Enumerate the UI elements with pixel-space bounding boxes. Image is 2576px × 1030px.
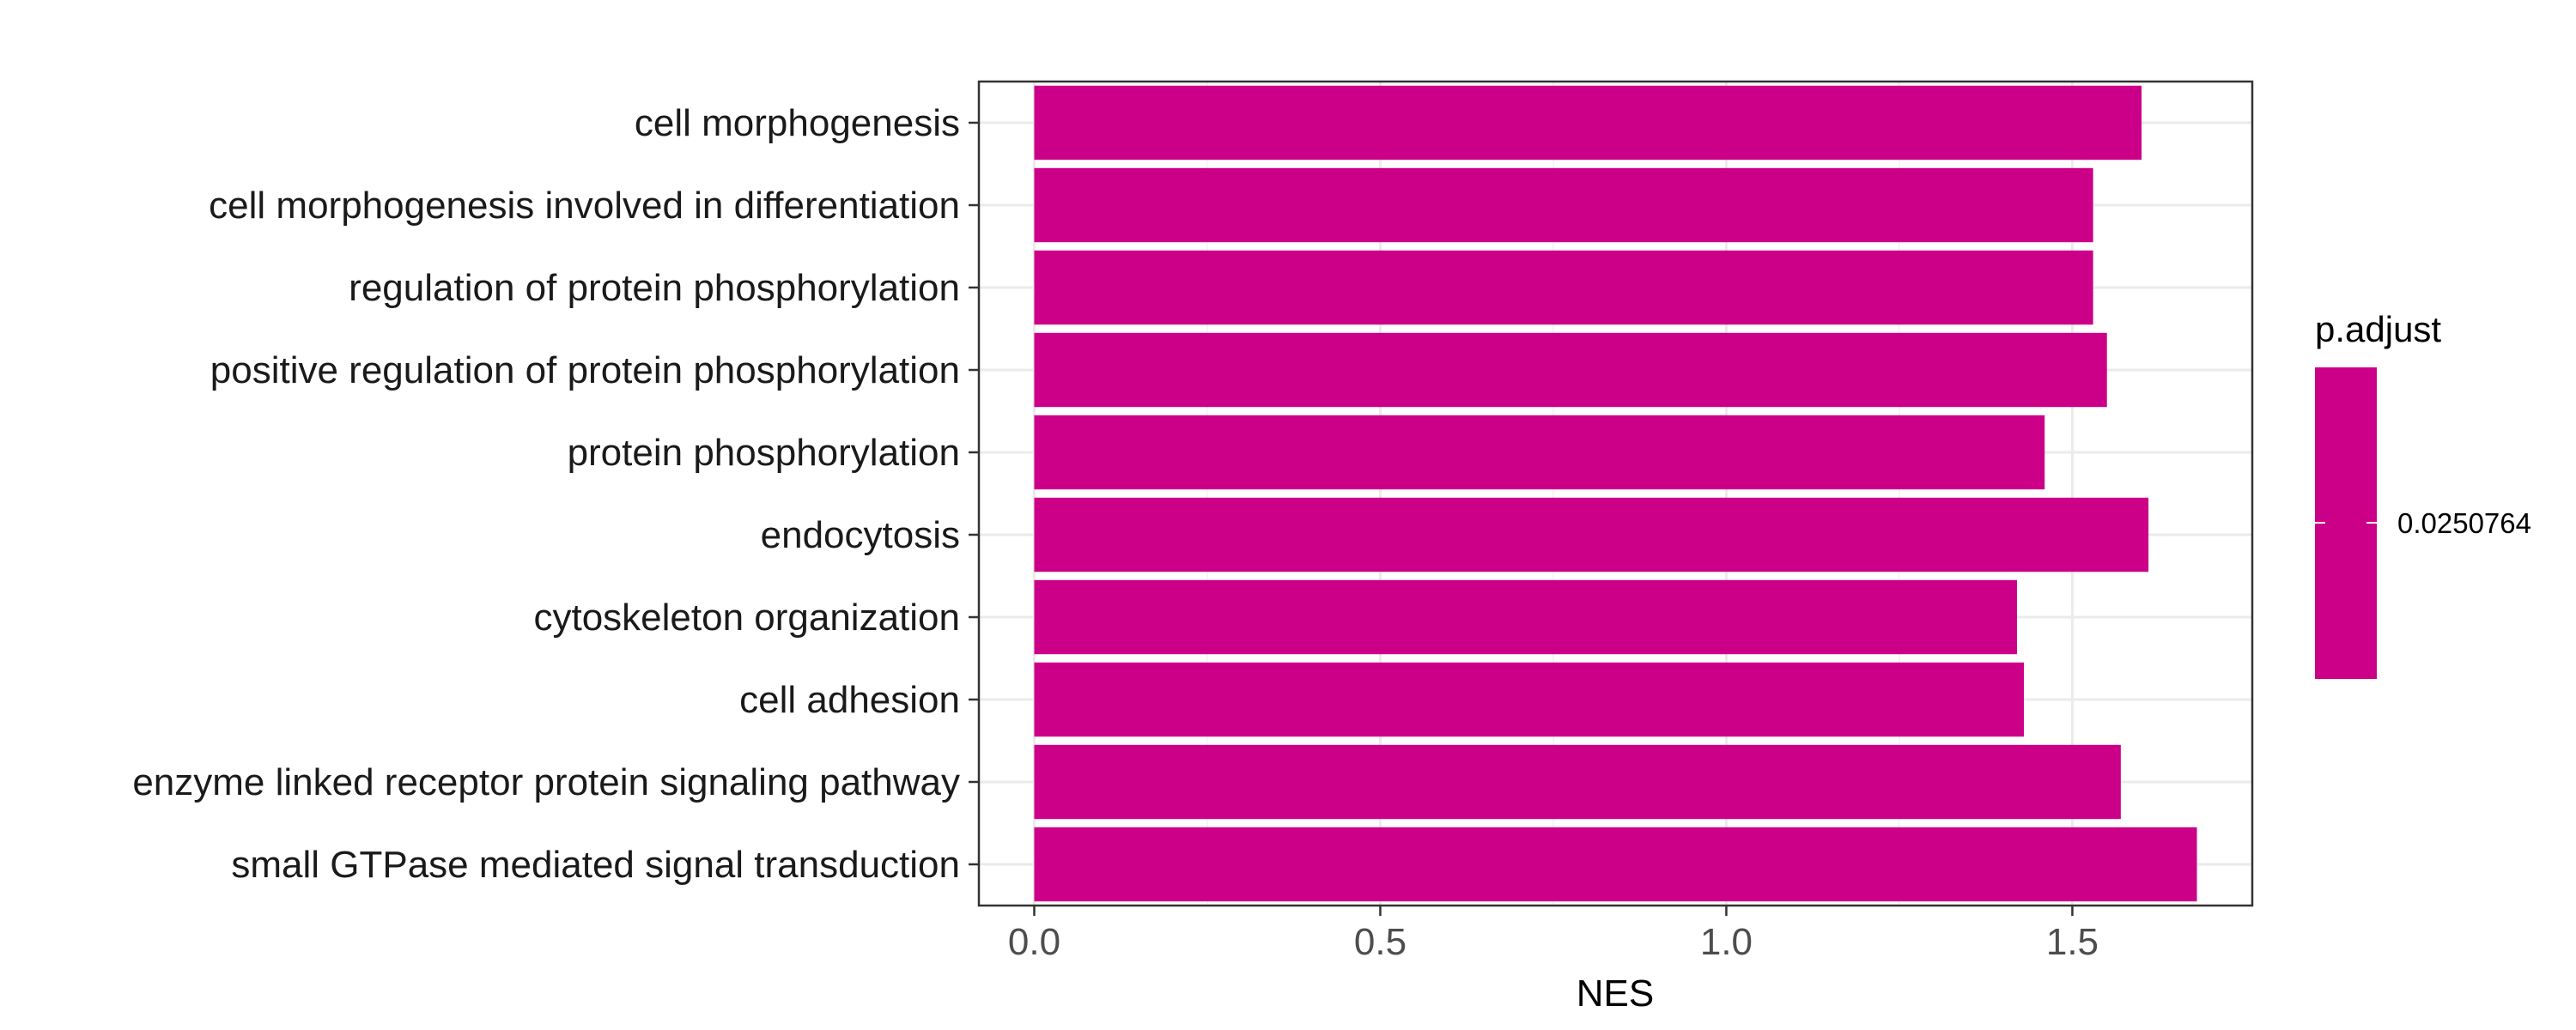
y-axis: cell morphogenesis cell morphogenesis inv… bbox=[132, 102, 979, 886]
bar bbox=[1034, 167, 2093, 243]
y-tick-label: protein phosphorylation bbox=[568, 432, 960, 474]
bar bbox=[1034, 662, 2025, 737]
y-tick-label: positive regulation of protein phosphory… bbox=[210, 349, 960, 391]
x-tick-label: 1.5 bbox=[2046, 921, 2099, 963]
bars bbox=[1034, 85, 2197, 902]
legend: p.adjust 0.0250764 bbox=[2315, 309, 2531, 679]
bar bbox=[1034, 827, 2197, 902]
bar bbox=[1034, 250, 2093, 325]
x-tick-label: 1.0 bbox=[1700, 921, 1753, 963]
y-tick-label: enzyme linked receptor protein signaling… bbox=[132, 761, 960, 803]
bar bbox=[1034, 332, 2107, 408]
x-tick-label: 0.0 bbox=[1008, 921, 1060, 963]
y-tick-label: cell morphogenesis involved in different… bbox=[209, 185, 960, 227]
bar bbox=[1034, 744, 2121, 820]
y-tick-label: endocytosis bbox=[761, 514, 960, 556]
legend-label: 0.0250764 bbox=[2397, 507, 2531, 539]
x-axis-title: NES bbox=[1577, 972, 1654, 1015]
y-tick-label: cytoskeleton organization bbox=[533, 597, 960, 639]
panel-border bbox=[977, 80, 2254, 907]
bar bbox=[1034, 85, 2142, 161]
y-tick-label: cell morphogenesis bbox=[635, 102, 960, 144]
y-tick-label: cell adhesion bbox=[739, 679, 960, 721]
bar bbox=[1034, 497, 2149, 573]
x-tick-label: 0.5 bbox=[1354, 921, 1406, 963]
y-tick-label: regulation of protein phosphorylation bbox=[349, 267, 960, 309]
bar bbox=[1034, 579, 2017, 655]
legend-title: p.adjust bbox=[2315, 309, 2441, 349]
y-tick-label: small GTPase mediated signal transductio… bbox=[231, 844, 960, 886]
bar bbox=[1034, 415, 2045, 490]
x-axis: 0.0 0.5 1.0 1.5 bbox=[1008, 906, 2099, 963]
